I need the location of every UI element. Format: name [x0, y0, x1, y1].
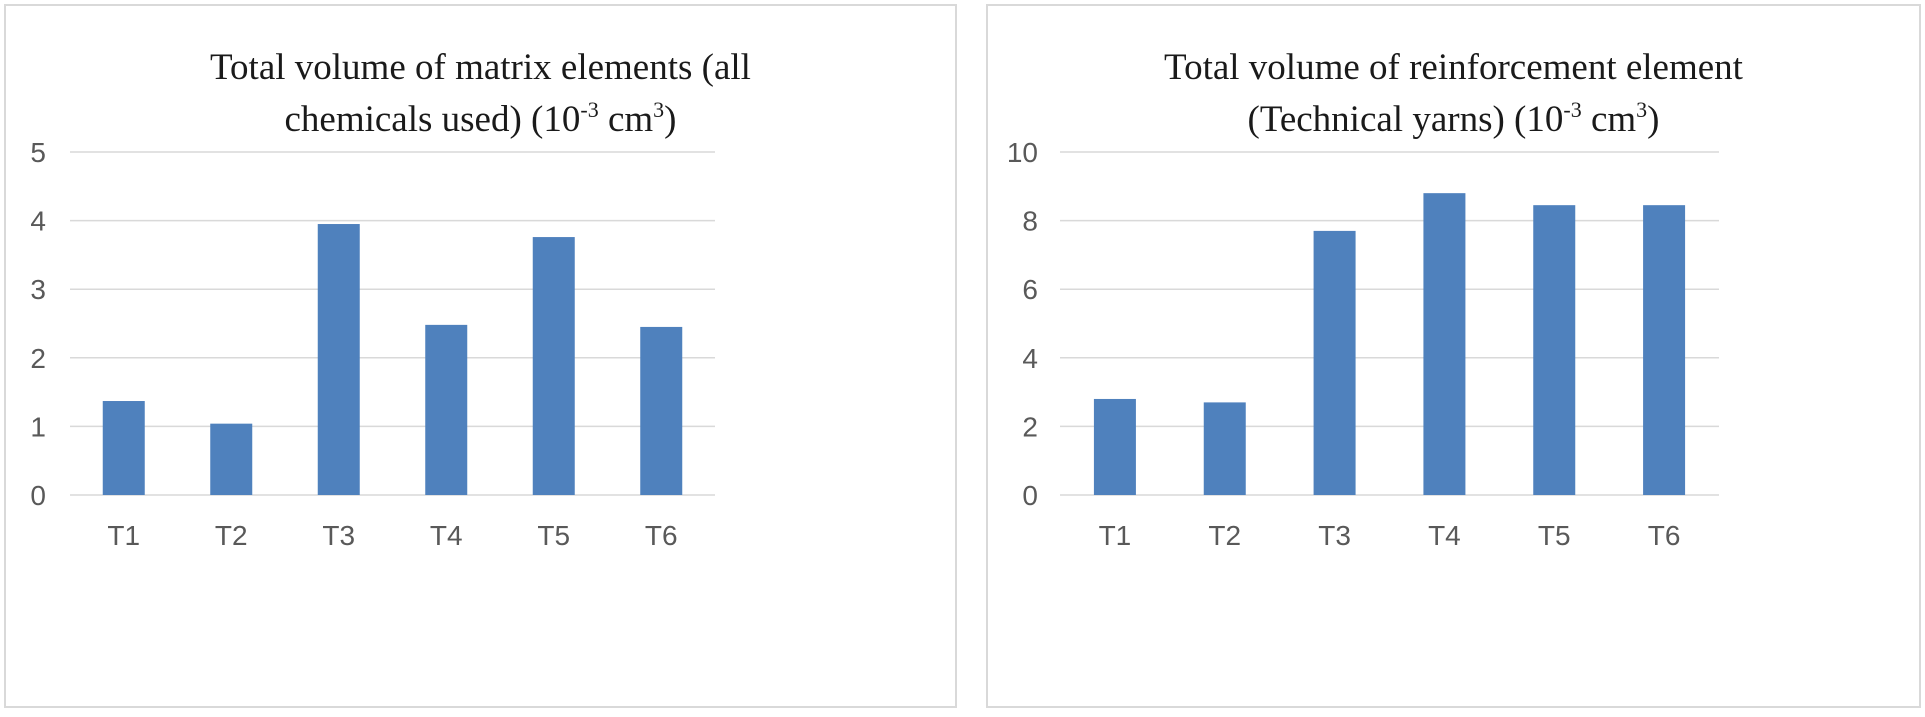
chart-panel-matrix: Total volume of matrix elements (all chem… — [4, 4, 957, 708]
chart-title-line: (Technical yarns) (10-3 cm3) — [1247, 97, 1660, 141]
y-tick-label: 0 — [1022, 480, 1038, 511]
chart-panel-reinforcement: Total volume of reinforcement element (Te… — [986, 4, 1921, 708]
bar-t6 — [640, 326, 683, 495]
bar-t2 — [210, 423, 253, 495]
x-tick-label: T2 — [215, 520, 248, 551]
bar-t3 — [317, 224, 360, 495]
y-tick-label: 4 — [1022, 343, 1038, 374]
bar-t1 — [102, 401, 145, 495]
chart-title-line: Total volume of reinforcement element — [1164, 47, 1743, 88]
y-tick-label: 1 — [30, 411, 46, 442]
chart-title: Total volume of reinforcement element (Te… — [988, 42, 1919, 146]
chart-title-line: Total volume of matrix elements (all — [210, 47, 751, 88]
y-tick-label: 3 — [30, 274, 46, 305]
bar-t3 — [1313, 230, 1356, 495]
x-tick-label: T4 — [430, 520, 463, 551]
bar-chart-matrix: 0 1 2 3 4 5 T1 T2 T3 T4 T5 T6 — [30, 137, 715, 551]
bar-t1 — [1093, 398, 1136, 495]
y-tick-label: 10 — [1007, 137, 1038, 168]
y-tick-label: 5 — [30, 137, 46, 168]
y-tick-label: 6 — [1022, 274, 1038, 305]
y-tick-label: 2 — [30, 343, 46, 374]
y-tick-label: 4 — [30, 206, 46, 237]
x-tick-label: T4 — [1428, 520, 1461, 551]
bar-t4 — [425, 324, 468, 495]
bar-t5 — [1533, 205, 1576, 496]
bar-t4 — [1423, 193, 1466, 495]
chart-title: Total volume of matrix elements (all chem… — [6, 42, 955, 146]
x-tick-label: T5 — [1538, 520, 1571, 551]
x-tick-label: T2 — [1208, 520, 1241, 551]
x-tick-label: T3 — [322, 520, 355, 551]
x-tick-label: T3 — [1318, 520, 1351, 551]
y-tick-label: 2 — [1022, 411, 1038, 442]
x-tick-label: T1 — [107, 520, 140, 551]
bar-chart-reinforcement: 0 2 4 6 8 10 T1 T2 T3 T4 T5 T6 — [1007, 137, 1719, 551]
chart-title-line: chemicals used) (10-3 cm3) — [284, 97, 677, 141]
x-tick-label: T5 — [537, 520, 570, 551]
bar-t5 — [532, 237, 575, 495]
bar-t6 — [1643, 205, 1686, 496]
x-tick-label: T1 — [1099, 520, 1132, 551]
x-tick-label: T6 — [1648, 520, 1681, 551]
y-tick-label: 0 — [30, 480, 46, 511]
y-tick-label: 8 — [1022, 206, 1038, 237]
x-tick-label: T6 — [645, 520, 678, 551]
bar-t2 — [1203, 402, 1246, 495]
